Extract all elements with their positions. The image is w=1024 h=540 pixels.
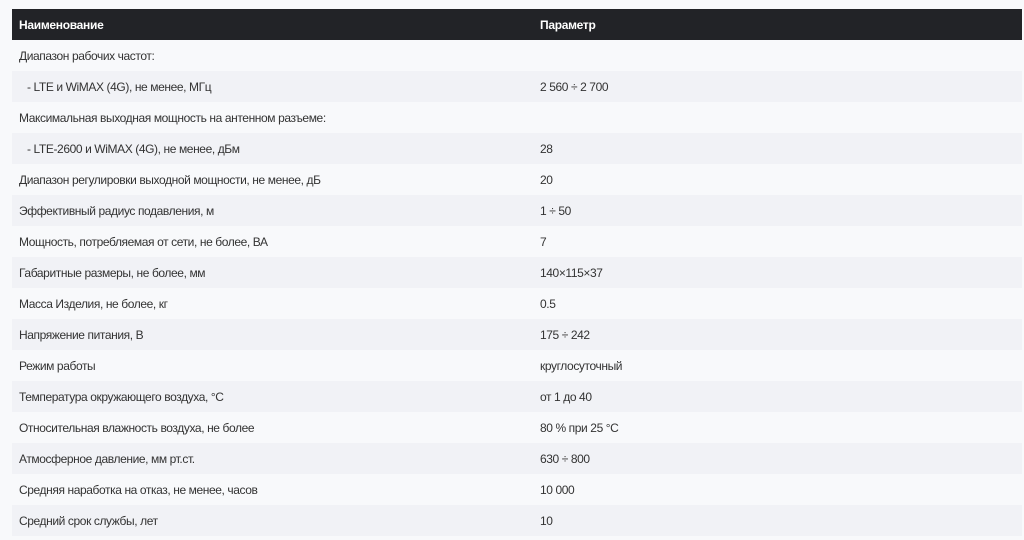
- row-value: 630 ÷ 800: [540, 451, 590, 466]
- table-row: - LTE-2600 и WiMAX (4G), не менее, дБм 28: [12, 133, 1022, 164]
- table-row: Температура окружающего воздуха, °С от 1 …: [12, 381, 1022, 412]
- row-value: от 1 до 40: [540, 389, 592, 404]
- table-row: Диапазон регулировки выходной мощности, …: [12, 164, 1022, 195]
- row-name: Диапазон регулировки выходной мощности, …: [19, 172, 321, 187]
- row-name: Режим работы: [19, 358, 96, 373]
- row-value: 140×115×37: [540, 265, 603, 280]
- table-row: Эффективный радиус подавления, м 1 ÷ 50: [12, 195, 1022, 226]
- row-value: 10: [540, 513, 553, 528]
- row-name: Максимальная выходная мощность на антенн…: [19, 110, 326, 125]
- row-value: круглосуточный: [540, 358, 623, 373]
- row-name: Диапазон рабочих частот:: [19, 48, 155, 63]
- row-name: - LTE и WiMAX (4G), не менее, МГц: [27, 79, 212, 94]
- table-row: Масса Изделия, не более, кг 0.5: [12, 288, 1022, 319]
- table-body: Диапазон рабочих частот: - LTE и WiMAX (4…: [12, 40, 1022, 536]
- table-row: - LTE и WiMAX (4G), не менее, МГц 2 560 ÷…: [12, 71, 1022, 102]
- row-value: 10 000: [540, 482, 575, 497]
- table-row: Мощность, потребляемая от сети, не более…: [12, 226, 1022, 257]
- row-name: Атмосферное давление, мм рт.ст.: [19, 451, 195, 466]
- row-value: 175 ÷ 242: [540, 327, 590, 342]
- header-name: Наименование: [19, 17, 104, 32]
- table-row: Относительная влажность воздуха, не боле…: [12, 412, 1022, 443]
- row-name: Габаритные размеры, не более, мм: [19, 265, 206, 280]
- table-header: Наименование Параметр: [12, 9, 1022, 40]
- specs-table: Наименование Параметр Диапазон рабочих ч…: [12, 9, 1022, 536]
- row-name: Мощность, потребляемая от сети, не более…: [19, 234, 268, 249]
- table-row: Режим работы круглосуточный: [12, 350, 1022, 381]
- row-name: Средняя наработка на отказ, не менее, ча…: [19, 482, 258, 497]
- row-name: Температура окружающего воздуха, °С: [19, 389, 224, 404]
- row-name: Средний срок службы, лет: [19, 513, 158, 528]
- row-name: - LTE-2600 и WiMAX (4G), не менее, дБм: [27, 141, 240, 156]
- row-value: 0.5: [540, 296, 556, 311]
- row-value: 1 ÷ 50: [540, 203, 571, 218]
- row-name: Масса Изделия, не более, кг: [19, 296, 168, 311]
- header-parameter: Параметр: [540, 17, 596, 32]
- row-value: 7: [540, 234, 547, 249]
- table-row: Средняя наработка на отказ, не менее, ча…: [12, 474, 1022, 505]
- row-name: Напряжение питания, В: [19, 327, 144, 342]
- table-row: Напряжение питания, В 175 ÷ 242: [12, 319, 1022, 350]
- row-value: 2 560 ÷ 2 700: [540, 79, 609, 94]
- table-row: Атмосферное давление, мм рт.ст. 630 ÷ 800: [12, 443, 1022, 474]
- table-row: Средний срок службы, лет 10: [12, 505, 1022, 536]
- row-name: Относительная влажность воздуха, не боле…: [19, 420, 255, 435]
- row-value: 80 % при 25 °С: [540, 420, 619, 435]
- row-value: 20: [540, 172, 553, 187]
- table-row: Максимальная выходная мощность на антенн…: [12, 102, 1022, 133]
- row-name: Эффективный радиус подавления, м: [19, 203, 214, 218]
- table-row: Габаритные размеры, не более, мм 140×115×…: [12, 257, 1022, 288]
- row-value: 28: [540, 141, 553, 156]
- table-row: Диапазон рабочих частот:: [12, 40, 1022, 71]
